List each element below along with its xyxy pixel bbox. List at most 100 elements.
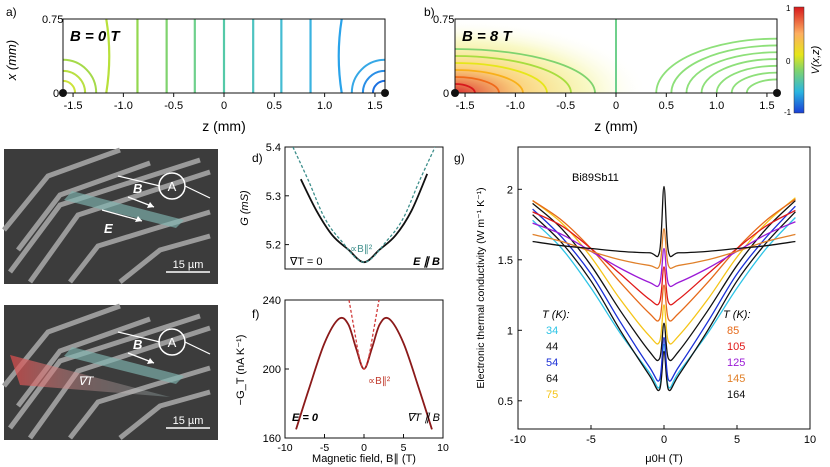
ytick-label-f-2: 240 (263, 295, 281, 307)
panel-f-annotation-gradtb: ∇T ∥ B (407, 412, 440, 424)
contour-arc-left-2 (63, 58, 98, 93)
ytick-label-f-1: 200 (263, 364, 281, 376)
panel-a-ytick-bottom: 0 (53, 88, 59, 100)
panel-b-title: B = 8 T (462, 28, 513, 45)
ytick-label-g-0: 0.5 (498, 396, 513, 408)
panel-label-f: f) (252, 307, 259, 321)
panel-g-ylabel: Electronic thermal conductivity (W m⁻¹ K… (475, 187, 487, 388)
xtick-label-f-2: 0 (361, 442, 367, 454)
contour-arc-right-0 (371, 79, 385, 93)
panel-c-ammeter: A (168, 179, 177, 194)
panel-c-scale: 15 µm (173, 259, 204, 271)
panel-f-ylabel: −G_T (nA K⁻¹) (235, 335, 247, 406)
xtick-label-b-2: -0.5 (556, 100, 575, 112)
panel-d-ylabel: G (mS) (239, 190, 251, 226)
contour-arc-left-0 (63, 79, 77, 93)
panel-g-series-0 (532, 217, 796, 389)
panel-c-image: A B E 15 µm (2, 147, 218, 284)
colorbar-tick-top: 1 (786, 4, 791, 13)
panel-g-frame (517, 146, 811, 430)
xtick-label-g-0: -10 (510, 434, 526, 446)
panel-d-series-1 (292, 147, 436, 263)
legend-right-105: 105 (727, 341, 745, 353)
xtick-label-g-3: 5 (734, 434, 740, 446)
panel-b-lines (455, 19, 777, 93)
xtick-label-b-0: -1.5 (456, 100, 475, 112)
xtick-label-b-3: 0 (613, 100, 619, 112)
panel-f-annotation-e0: E = 0 (292, 412, 319, 424)
xtick-label-g-1: -5 (586, 434, 596, 446)
panel-label-b: b) (424, 5, 435, 19)
xtick-label-g-4: 10 (804, 434, 816, 446)
ytick-label-d-1: 5.3 (266, 191, 281, 203)
panel-f-series-1 (348, 300, 380, 370)
xtick-label-f-0: -10 (277, 442, 292, 454)
panel-b-contour (451, 19, 781, 97)
colorbar-tick-mid: 0 (786, 57, 791, 66)
xtick-label-f-1: -5 (320, 442, 329, 454)
panel-c-e-vector: E (104, 221, 113, 236)
panel-g-series-2 (532, 205, 796, 382)
panel-g-series-1 (532, 211, 796, 392)
ytick-label-f-0: 160 (263, 433, 281, 445)
xtick-label-g-2: 0 (661, 434, 667, 446)
panel-b-ytick-bottom: 0 (443, 88, 449, 100)
xtick-label-a-1: -1.0 (114, 100, 133, 112)
panel-g-title: Bi89Sb11 (572, 172, 619, 184)
contour-arc-left-1 (63, 69, 87, 93)
panel-e-grad-label: ∇T (78, 374, 95, 388)
panel-d-frame (284, 146, 444, 270)
panel-a-ytick-top: 0.75 (42, 14, 63, 26)
panel-f-plot (295, 300, 433, 430)
panel-label-g: g) (454, 151, 465, 165)
panel-g-series-8 (532, 228, 796, 270)
contour-arc-right-1 (361, 69, 385, 93)
panel-g-series-4 (532, 197, 796, 345)
contour-line-8 (337, 19, 343, 93)
legend-left-34: 34 (546, 325, 558, 337)
panel-f-annotation-fit: ∝B∥² (368, 376, 391, 387)
panel-d-yticks: 5.2 5.3 5.4 (266, 142, 289, 252)
panel-f-ticks: 160 200 240 -10 -5 0 5 10 (263, 295, 449, 454)
panel-c-b-vector: B (133, 181, 142, 196)
xtick-label-b-6: 1.5 (759, 100, 774, 112)
panel-g-xlabel: μ0H (T) (645, 453, 683, 465)
panel-b-xlabel: z (mm) (594, 118, 638, 134)
colorbar-tick-bottom: -1 (784, 108, 792, 117)
xtick-label-a-4: 0.5 (267, 100, 282, 112)
panel-d-annotation-eb: E ∥ B (413, 256, 440, 268)
legend-right-145: 145 (727, 373, 745, 385)
legend-left-54: 54 (546, 357, 558, 369)
contour-arc-right-2 (350, 58, 385, 93)
xtick-label-a-5: 1.0 (317, 100, 332, 112)
panel-g-ticks: 0.5 1 1.5 2 -10 -5 0 5 10 (498, 184, 816, 446)
legend-left-header: T (K): (542, 309, 570, 321)
panel-a-xlabel: z (mm) (202, 118, 246, 134)
panel-g-series-9 (532, 185, 796, 258)
panel-a-contour (59, 19, 389, 97)
xtick-label-b-5: 1.0 (709, 100, 724, 112)
panel-label-a: a) (6, 5, 17, 19)
legend-right-85: 85 (727, 325, 739, 337)
panel-e-ammeter: A (168, 335, 177, 350)
panel-f-xlabel: Magnetic field, B∥ (T) (312, 453, 416, 465)
panel-a-lines (63, 19, 385, 93)
panel-g-series-5 (532, 198, 796, 322)
panel-g-plot (532, 185, 796, 392)
panel-label-d: d) (252, 151, 263, 165)
ytick-label-g-1: 1 (507, 325, 513, 337)
panel-d-annotation-fit: ∝B∥² (350, 244, 373, 255)
legend-right-164: 164 (727, 389, 745, 401)
panel-d-plot (292, 147, 436, 264)
xtick-label-a-2: -0.5 (164, 100, 183, 112)
xtick-label-a-6: 1.5 (367, 100, 382, 112)
ytick-label-d-2: 5.4 (266, 142, 281, 154)
ytick-label-g-2: 1.5 (498, 255, 513, 267)
panel-g-series-6 (532, 209, 796, 306)
legend-right-header: T (K): (723, 309, 751, 321)
xtick-label-a-0: -1.5 (64, 100, 83, 112)
colorbar (793, 6, 805, 114)
panel-b-ytick-top: 0.75 (433, 14, 454, 26)
ytick-label-d-0: 5.2 (266, 240, 281, 252)
contour-line-0 (105, 19, 111, 93)
